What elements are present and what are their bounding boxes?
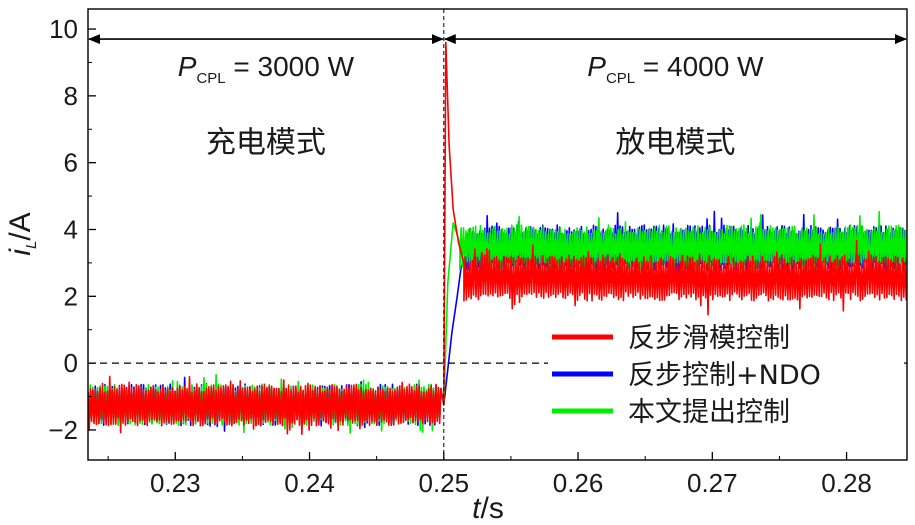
x-axis-title: t/s [472,492,504,525]
y-tick-label: 10 [49,14,78,44]
legend-label-1: 反步滑模控制 [628,323,790,354]
x-tick-label: 0.26 [553,468,604,498]
x-tick-label: 0.23 [150,468,201,498]
y-tick-label: 8 [64,81,78,111]
y-axis-title: iL/A [4,212,40,255]
x-tick-label: 0.25 [418,468,469,498]
legend-label-2: 反步控制+NDO [628,360,821,391]
series-line-1 [88,41,907,436]
x-tick-label: 0.24 [284,468,335,498]
ticks: 0.23 0.24 0.25 0.26 0.27 0.28 −2 0 2 4 6 8 10 [48,14,872,498]
y-tick-label: 4 [64,214,78,244]
reference-lines [88,9,907,460]
legend-label-3: 本文提出控制 [628,397,790,428]
mode-label-right: 放电模式 [615,126,735,161]
power-label-right: PCPL = 4000 W [587,51,764,87]
y-tick-label: −2 [48,415,78,445]
annotations: PCPL = 3000 W 充电模式 PCPL = 4000 W 放电模式 [88,34,907,161]
plot-frame [87,8,908,461]
y-tick-label: 6 [64,148,78,178]
y-tick-label: 0 [64,348,78,378]
x-tick-label: 0.27 [687,468,738,498]
series-layer [88,41,907,436]
x-tick-label: 0.28 [821,468,872,498]
mode-label-left: 充电模式 [206,126,326,161]
power-label-left: PCPL = 3000 W [178,51,355,87]
y-tick-label: 2 [64,281,78,311]
